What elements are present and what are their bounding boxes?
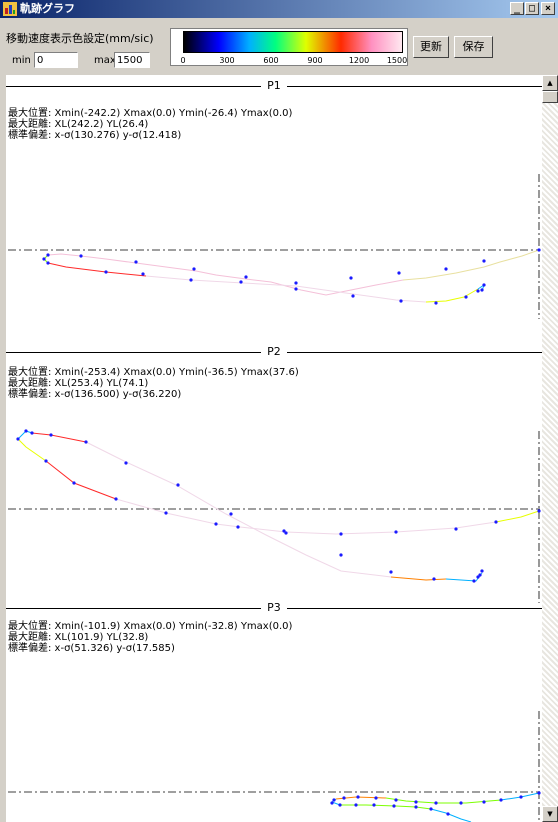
scale-tick-600: 600 (263, 56, 279, 65)
trajectory-path-upper (402, 249, 540, 281)
scale-tick-1200: 1200 (348, 56, 370, 65)
app-icon (3, 2, 17, 16)
stat-max-position: 最大位置: Xmin(-242.2) Xmax(0.0) Ymin(-26.4)… (8, 108, 293, 119)
trajectory-path-upper-pink (47, 253, 404, 296)
vertical-scrollbar[interactable]: ▲ ▼ (542, 75, 558, 822)
graph-area: P1 最大位置: Xmin(-242.2) Xmax(0.0) Ymin(-26… (6, 75, 542, 822)
scroll-up-arrow-icon[interactable]: ▲ (542, 75, 558, 91)
trajectory-path-upper-yellow (495, 510, 540, 523)
panel-title: P1 (6, 79, 542, 93)
panel-title: P2 (6, 345, 542, 359)
panel-name: P1 (263, 79, 285, 92)
trajectory-path-lower-pink (85, 441, 392, 578)
window-title: 軌跡グラフ (20, 2, 75, 15)
speed-color-label: 移動速度表示色設定(mm/sic) (6, 32, 154, 45)
title-bar: 軌跡グラフ _ □ × (0, 0, 558, 18)
stat-max-position: 最大位置: Xmin(-253.4) Xmax(0.0) Ymin(-36.5)… (8, 367, 299, 378)
update-button[interactable]: 更新 (413, 36, 449, 58)
stat-std-dev: 標準偏差: x-σ(51.326) y-σ(17.585) (8, 643, 175, 654)
maximize-button[interactable]: □ (525, 2, 539, 15)
save-button[interactable]: 保存 (454, 36, 493, 58)
stat-max-distance: 最大距離: XL(101.9) YL(32.8) (8, 632, 149, 643)
trajectory-plot (8, 429, 541, 603)
min-input[interactable] (34, 52, 78, 68)
trajectory-path-upper-red (45, 460, 117, 500)
stat-max-distance: 最大距離: XL(242.2) YL(26.4) (8, 119, 149, 130)
trajectory-plot (8, 711, 541, 822)
trajectory-path-lower-yellow (425, 288, 479, 303)
trajectory-path-lower-red (31, 432, 87, 443)
scale-tick-300: 300 (219, 56, 235, 65)
panel-title: P3 (6, 601, 542, 615)
trajectory-points (16, 429, 541, 583)
panel-p2: P2 最大位置: Xmin(-253.4) Xmax(0.0) Ymin(-36… (6, 345, 542, 603)
stat-std-dev: 標準偏差: x-σ(130.276) y-σ(12.418) (8, 130, 182, 141)
trajectory-path-lower-cyan (430, 808, 472, 822)
scroll-thumb[interactable] (542, 91, 558, 103)
trajectory-path-lower-red (47, 262, 147, 277)
close-button[interactable]: × (541, 2, 555, 15)
trajectory-path-lower-pink (145, 275, 427, 303)
panel-name: P3 (263, 601, 285, 614)
stat-std-dev: 標準偏差: x-σ(136.500) y-σ(36.220) (8, 389, 182, 400)
trajectory-path-upper-yellow-2 (17, 438, 47, 462)
trajectory-path-upper-pink (115, 498, 497, 535)
scale-tick-900: 900 (307, 56, 323, 65)
color-scale: 0 300 600 900 1200 1500 (170, 28, 408, 66)
trajectory-plot (8, 174, 541, 319)
panel-p3: P3 最大位置: Xmin(-101.9) Xmax(0.0) Ymin(-32… (6, 601, 542, 822)
panel-name: P2 (263, 345, 285, 358)
scale-tick-0: 0 (180, 56, 186, 65)
trajectory-points (42, 248, 541, 305)
trajectory-path-lower-orange (390, 576, 447, 581)
min-label: min (12, 55, 31, 66)
scale-tick-1500: 1500 (386, 56, 408, 65)
color-gradient-bar (183, 31, 403, 53)
scroll-down-arrow-icon[interactable]: ▼ (542, 806, 558, 822)
max-input[interactable] (114, 52, 150, 68)
max-label: max (94, 55, 116, 66)
stat-max-position: 最大位置: Xmin(-101.9) Xmax(0.0) Ymin(-32.8)… (8, 621, 293, 632)
panel-p1: P1 最大位置: Xmin(-242.2) Xmax(0.0) Ymin(-26… (6, 79, 542, 345)
minimize-button[interactable]: _ (510, 2, 524, 15)
trajectory-points (330, 791, 541, 816)
stat-max-distance: 最大距離: XL(253.4) YL(74.1) (8, 378, 149, 389)
